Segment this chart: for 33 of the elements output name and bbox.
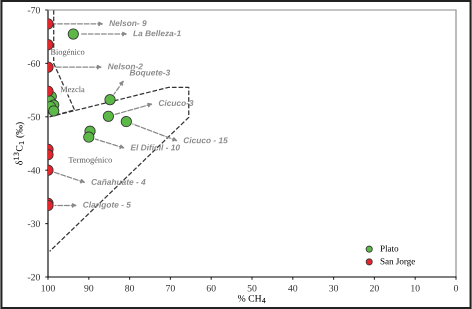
annotation: La Belleza-1	[133, 30, 181, 36]
annotation: Cicuco - 15	[184, 137, 228, 144]
x-tick-label: 90	[84, 284, 94, 292]
y-tick-label: -50	[28, 114, 40, 120]
annotation: Termogénico	[68, 156, 112, 164]
x-tick-label: 60	[206, 284, 216, 292]
y-tick-label: -70	[28, 6, 40, 14]
annotation: Boquete-3	[130, 70, 170, 78]
annotation: Nelson- 9	[109, 20, 147, 26]
x-tick-label: 100	[42, 284, 55, 292]
y-tick-label: -40	[28, 167, 40, 174]
annotation: Biogénico	[50, 48, 84, 57]
y-tick-label: -20	[28, 274, 40, 280]
x-tick-label: 30	[329, 284, 338, 292]
x-axis-title: % CH$_{4}$	[238, 295, 266, 304]
annotation: Mezcla	[60, 86, 85, 92]
legend-label: San Jorge	[380, 258, 415, 266]
x-tick-label: 10	[411, 284, 420, 292]
x-tick-label: 0	[454, 284, 458, 292]
annotation: Nelson-2	[108, 63, 143, 70]
x-tick-label: 20	[370, 284, 379, 292]
x-tick-label: 80	[125, 284, 134, 292]
x-tick-label: 40	[288, 284, 298, 292]
y-tick-label: -30	[28, 220, 40, 228]
annotation: Clarigote - 5	[83, 202, 131, 210]
annotation: Cicuco-3	[158, 100, 194, 106]
x-tick-label: 70	[166, 284, 175, 292]
annotation: El Difícil - 10	[130, 144, 180, 150]
annotation: Cañahuate - 4	[91, 178, 146, 185]
legend-label: Plato	[380, 245, 398, 252]
x-tick-label: 50	[248, 284, 256, 292]
y-tick-label: -60	[28, 60, 40, 67]
y-axis-title: δ$^{13}$C$_{1}$ (‰)	[14, 122, 24, 165]
